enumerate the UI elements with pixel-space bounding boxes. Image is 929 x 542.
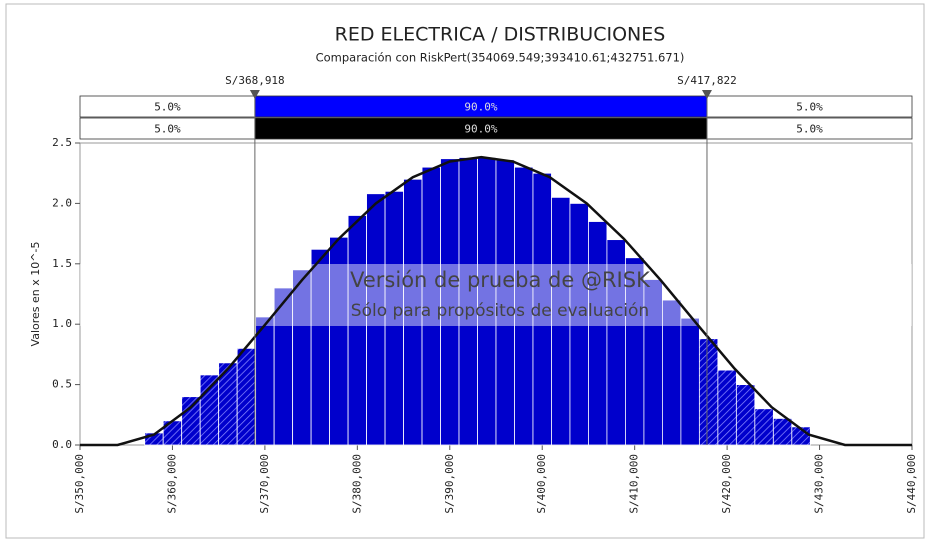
y-tick-label: 2.0	[52, 196, 72, 209]
x-tick-label: S/400,000	[535, 454, 548, 514]
watermark: Versión de prueba de @RISK	[350, 268, 651, 292]
percentile-label: 90.0%	[464, 101, 497, 114]
x-tick-label: S/360,000	[165, 454, 178, 514]
marker-triangle	[249, 90, 260, 99]
percentile-label: 5.0%	[154, 101, 181, 114]
x-tick-label: S/410,000	[628, 454, 641, 514]
frame	[5, 3, 925, 539]
bar	[698, 338, 719, 446]
bar	[347, 215, 367, 446]
y-tick-label: 0.5	[52, 378, 72, 391]
bar	[199, 374, 220, 446]
x-tick-label: S/350,000	[73, 454, 86, 514]
bar	[236, 347, 257, 446]
bar	[772, 418, 793, 446]
bar	[735, 384, 756, 446]
bar	[680, 317, 700, 446]
percentile-label: 90.0%	[464, 123, 497, 136]
fitted-curve	[80, 155, 912, 447]
watermark-band	[80, 264, 912, 326]
x-tick-label: S/440,000	[905, 454, 918, 514]
x-tick-label: S/390,000	[443, 454, 456, 514]
x-tick-label: S/370,000	[258, 454, 271, 514]
y-tick-label: 0.0	[52, 438, 72, 451]
marker-label: S/417,822	[677, 74, 737, 87]
y-tick-label: 1.0	[52, 317, 72, 330]
bar	[754, 408, 774, 446]
x-tick-label: S/380,000	[350, 454, 363, 514]
chart-title: RED ELECTRICA / DISTRIBUCIONES	[335, 24, 666, 46]
marker-label: S/368,918	[225, 74, 285, 87]
x-tick-label: S/420,000	[720, 454, 733, 514]
chart-subtitle: Comparación con RiskPert(354069.549;3934…	[316, 51, 685, 65]
y-tick-label: 2.5	[52, 136, 72, 149]
bar	[717, 369, 737, 446]
bar	[181, 396, 201, 446]
bar	[588, 221, 608, 446]
y-axis-label: Valores en x 10^-5	[29, 242, 42, 347]
percentile-label: 5.0%	[154, 123, 181, 136]
y-tick-label: 1.5	[52, 257, 72, 270]
marker-triangle	[701, 90, 712, 99]
percentile-label: 5.0%	[796, 123, 823, 136]
x-tick-label: S/430,000	[813, 454, 826, 514]
percentile-label: 5.0%	[796, 101, 823, 114]
bar	[255, 316, 275, 446]
watermark: Sólo para propósitos de evaluación	[351, 301, 649, 321]
